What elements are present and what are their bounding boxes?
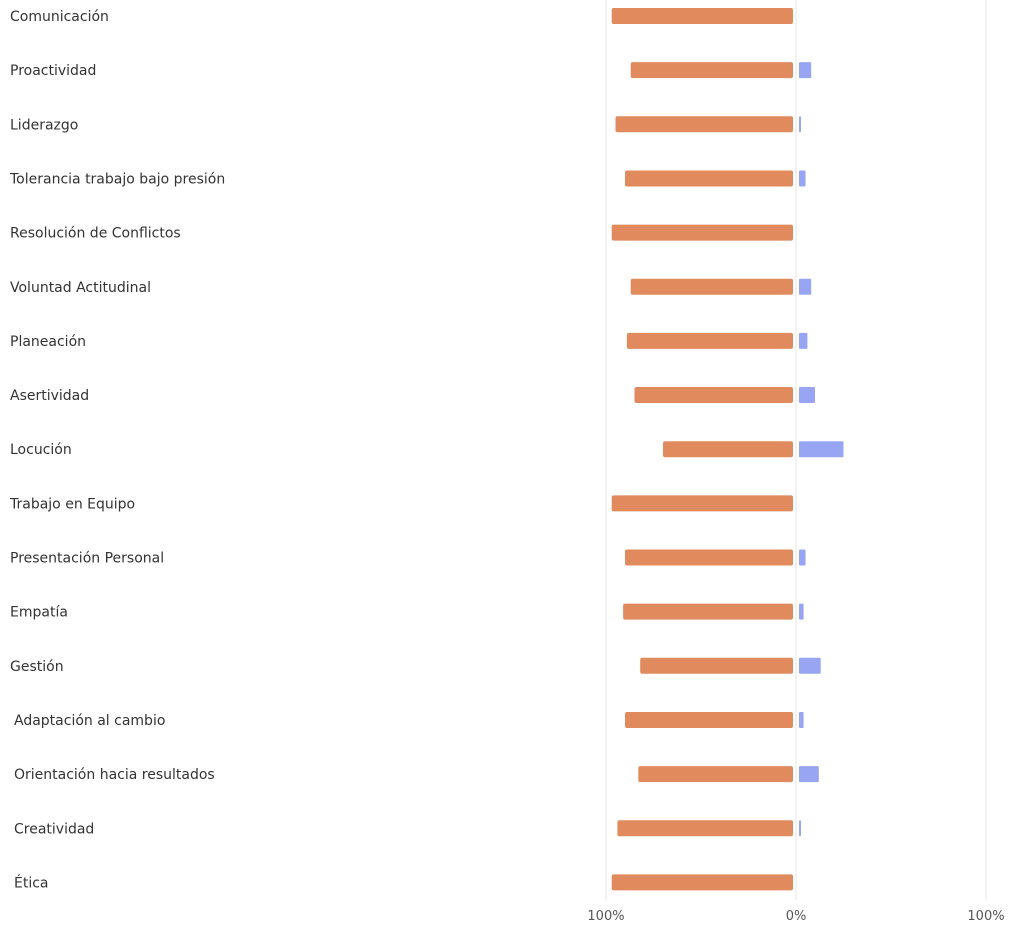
bar-right <box>799 820 801 837</box>
x-axis-tick-labels: 100% 0% 100% <box>587 909 1004 924</box>
category-label: Voluntad Actitudinal <box>10 280 151 296</box>
bar-right <box>799 603 804 620</box>
bar-left <box>623 603 793 620</box>
bar-right <box>799 549 806 566</box>
bar-right <box>799 278 812 295</box>
bar-left <box>611 224 793 241</box>
category-label: Comunicación <box>10 9 109 25</box>
bar-left <box>634 387 793 404</box>
category-label: Creatividad <box>14 821 94 837</box>
bar-right <box>799 657 821 674</box>
bar-left <box>625 170 793 187</box>
tick-label-0: 100% <box>587 909 624 924</box>
bar-left <box>626 332 793 349</box>
bar-left <box>625 549 793 566</box>
bar-right <box>799 711 804 728</box>
bars <box>611 8 844 891</box>
category-label: Proactividad <box>10 63 96 79</box>
bar-left <box>630 278 793 295</box>
bar-left <box>611 8 793 24</box>
bar-right <box>799 170 806 187</box>
category-labels: Comunicación Proactividad Liderazgo Toleran… <box>9 9 225 891</box>
gridlines <box>605 0 987 900</box>
category-label: Ética <box>14 874 49 891</box>
category-label: Tolerancia trabajo bajo presión <box>9 171 225 187</box>
tick-label-2: 100% <box>967 909 1004 924</box>
category-label: Planeación <box>10 334 86 350</box>
category-label: Presentación Personal <box>10 551 164 567</box>
bar-left <box>630 62 793 79</box>
bar-left <box>638 766 793 783</box>
category-label: Locución <box>10 442 72 458</box>
bar-left <box>617 820 793 837</box>
category-label: Liderazgo <box>10 117 78 133</box>
bar-right <box>799 766 819 783</box>
tick-label-1: 0% <box>786 909 807 924</box>
category-label: Gestión <box>10 659 64 675</box>
bar-left <box>611 495 793 512</box>
bar-left <box>640 657 793 674</box>
bar-right <box>799 441 844 458</box>
category-label: Adaptación al cambio <box>14 713 165 729</box>
category-label: Resolución de Conflictos <box>10 226 181 242</box>
category-label: Trabajo en Equipo <box>9 496 135 512</box>
category-label: Asertividad <box>10 388 89 404</box>
category-label: Orientación hacia resultados <box>14 767 215 783</box>
bar-right <box>799 387 815 404</box>
bar-left <box>625 711 793 728</box>
bar-right <box>799 116 801 133</box>
bar-right <box>799 62 812 79</box>
bar-left <box>611 874 793 891</box>
bar-right <box>799 332 808 349</box>
category-label: Empatía <box>10 605 68 621</box>
bar-left <box>615 116 793 133</box>
bar-left <box>663 441 793 458</box>
